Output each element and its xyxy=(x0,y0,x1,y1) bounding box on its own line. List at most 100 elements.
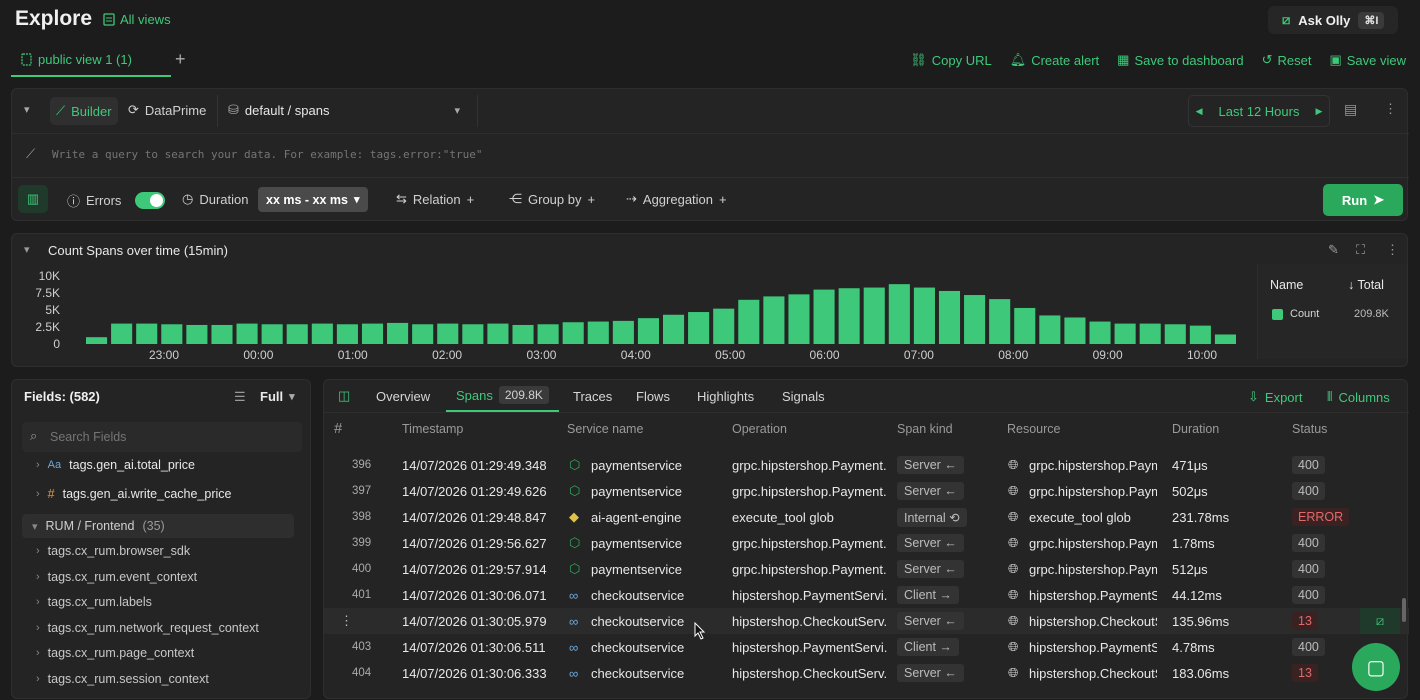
chart-bar[interactable] xyxy=(813,289,835,344)
more-options-icon[interactable]: ⋮ xyxy=(1386,242,1399,257)
table-row[interactable]: 404 14/07/2026 01:30:06.333 ∞ checkoutservi… xyxy=(324,660,1409,686)
chart-bar[interactable] xyxy=(186,324,208,344)
table-row[interactable]: 397 14/07/2026 01:29:49.626 ⬡ paymentservic… xyxy=(324,478,1409,504)
chart-bar[interactable] xyxy=(211,324,233,344)
tab-public-view[interactable]: public view 1 (1) xyxy=(11,44,171,77)
tab-traces[interactable]: Traces xyxy=(573,389,613,404)
chart-bar[interactable] xyxy=(713,308,735,344)
dataprime-mode-button[interactable]: ⟳ DataPrime xyxy=(128,102,206,118)
chart-bar[interactable] xyxy=(261,324,283,344)
col-header-timestamp[interactable]: Timestamp xyxy=(402,422,464,436)
tab-highlights[interactable]: Highlights xyxy=(697,389,755,404)
col-header-service[interactable]: Service name xyxy=(567,422,644,436)
copy-url-button[interactable]: ⛓ Copy URL xyxy=(910,52,991,68)
chat-icon[interactable]: ▢ xyxy=(1352,643,1400,691)
chart-bar[interactable] xyxy=(512,324,534,344)
sidebar-toggle-icon[interactable]: ◫ xyxy=(338,388,351,403)
col-header-operation[interactable]: Operation xyxy=(732,422,787,436)
columns-button[interactable]: ⫴ Columns xyxy=(1327,389,1390,405)
table-row[interactable]: 401 14/07/2026 01:30:06.071 ∞ checkoutservi… xyxy=(324,582,1409,608)
legend-total-header[interactable]: ↓ Total xyxy=(1348,278,1384,292)
scrollbar-thumb[interactable] xyxy=(1402,598,1406,622)
group-by-button[interactable]: ⋲ Group by + xyxy=(509,191,595,207)
field-group-rum[interactable]: ▾ RUM / Frontend (35) xyxy=(22,514,294,538)
fields-view-select[interactable]: Full ▾ xyxy=(260,389,295,404)
chart-bar[interactable] xyxy=(311,323,333,344)
chart-bar[interactable] xyxy=(236,323,258,344)
chart-bar[interactable] xyxy=(612,320,634,344)
chart-bar[interactable] xyxy=(788,294,810,344)
chart-bar[interactable] xyxy=(637,318,659,344)
chart-bar[interactable] xyxy=(487,323,509,344)
col-header-span-kind[interactable]: Span kind xyxy=(897,422,953,436)
chart-bar[interactable] xyxy=(1064,317,1086,344)
sort-icon[interactable]: ☰ xyxy=(234,389,246,404)
ask-olly-button[interactable]: ⧄ Ask Olly ⌘I xyxy=(1268,6,1398,34)
chart-bar[interactable] xyxy=(86,337,108,344)
chart-bar[interactable] xyxy=(989,299,1011,344)
edit-icon[interactable]: ✎ xyxy=(1328,242,1339,257)
chart-bar[interactable] xyxy=(387,322,409,344)
chart-bar[interactable] xyxy=(537,324,559,344)
field-item[interactable]: › tags.cx_rum.session_context xyxy=(36,672,209,686)
chart-toggle-icon[interactable]: ▥ xyxy=(18,185,48,213)
tab-spans[interactable]: Spans 209.8K xyxy=(446,380,559,412)
col-header-status[interactable]: Status xyxy=(1292,422,1328,436)
chart-bar[interactable] xyxy=(336,324,358,344)
chart-bar[interactable] xyxy=(462,324,484,344)
field-item[interactable]: › Aa tags.gen_ai.total_price xyxy=(36,458,195,472)
chart-bar[interactable] xyxy=(738,299,760,344)
chart-bar[interactable] xyxy=(763,296,785,344)
chart-bar[interactable] xyxy=(1014,307,1036,344)
chart-bar[interactable] xyxy=(1139,323,1161,344)
time-range-picker[interactable]: ◀ Last 12 Hours ▶ xyxy=(1188,95,1330,127)
export-button[interactable]: ⇩ Export xyxy=(1248,389,1302,405)
chart-bar[interactable] xyxy=(437,323,459,344)
chart-bar[interactable] xyxy=(1164,324,1186,344)
dataset-select[interactable]: ⛁ default / spans ▾ xyxy=(228,102,468,118)
aggregation-button[interactable]: ⇢ Aggregation + xyxy=(626,191,727,207)
chart-bar[interactable] xyxy=(688,312,710,344)
reset-button[interactable]: ↺ Reset xyxy=(1262,52,1312,68)
chart-bar[interactable] xyxy=(562,322,584,344)
olly-row-action-icon[interactable]: ⧄ xyxy=(1360,608,1400,634)
chart-bar[interactable] xyxy=(863,287,885,344)
fields-search-input[interactable] xyxy=(50,426,290,448)
chart-bar[interactable] xyxy=(964,295,986,344)
more-options-icon[interactable]: ⋮ xyxy=(1384,101,1397,116)
tab-flows[interactable]: Flows xyxy=(636,389,670,404)
field-item[interactable]: › tags.cx_rum.labels xyxy=(36,595,152,609)
field-item[interactable]: › # tags.gen_ai.write_cache_price xyxy=(36,487,231,501)
query-input[interactable] xyxy=(52,141,1392,167)
chart-bar[interactable] xyxy=(412,324,434,344)
chart-bar[interactable] xyxy=(663,314,685,344)
col-header-resource[interactable]: Resource xyxy=(1007,422,1061,436)
tab-overview[interactable]: Overview xyxy=(376,389,431,404)
expand-icon[interactable]: ⛶ xyxy=(1356,242,1366,257)
chart-bar[interactable] xyxy=(1189,325,1211,344)
table-row[interactable]: 396 14/07/2026 01:29:49.348 ⬡ paymentservic… xyxy=(324,452,1409,478)
relation-button[interactable]: ⇆ Relation + xyxy=(396,191,474,207)
save-view-button[interactable]: ▣ Save view xyxy=(1329,52,1406,68)
chart-bar[interactable] xyxy=(161,324,183,344)
field-item[interactable]: › tags.cx_rum.browser_sdk xyxy=(36,544,190,558)
chart-bar[interactable] xyxy=(838,288,860,344)
chart-bar[interactable] xyxy=(361,323,384,344)
chart-bar[interactable] xyxy=(938,290,961,344)
table-row[interactable]: ⋮ 14/07/2026 01:30:05.979 ∞ checkoutservice… xyxy=(324,608,1409,634)
col-header-duration[interactable]: Duration xyxy=(1172,422,1220,436)
chart-bar[interactable] xyxy=(913,287,935,344)
add-tab-icon[interactable]: + xyxy=(175,49,186,69)
table-row[interactable]: 400 14/07/2026 01:29:57.914 ⬡ paymentservic… xyxy=(324,556,1409,582)
chart-bar[interactable] xyxy=(888,284,910,344)
table-row[interactable]: 399 14/07/2026 01:29:56.627 ⬡ paymentservic… xyxy=(324,530,1409,556)
collapse-chevron-icon[interactable]: ▾ xyxy=(24,244,30,256)
tab-signals[interactable]: Signals xyxy=(782,389,825,404)
errors-toggle[interactable] xyxy=(135,192,166,209)
builder-mode-button[interactable]: ⟋ Builder xyxy=(50,97,118,125)
prev-range-icon[interactable]: ◀ xyxy=(1195,105,1203,116)
chart-bar[interactable] xyxy=(587,321,609,344)
chart-bar[interactable] xyxy=(136,323,158,344)
run-button[interactable]: Run ➤ xyxy=(1323,184,1403,216)
collapse-chevron-icon[interactable]: ▾ xyxy=(24,104,30,116)
